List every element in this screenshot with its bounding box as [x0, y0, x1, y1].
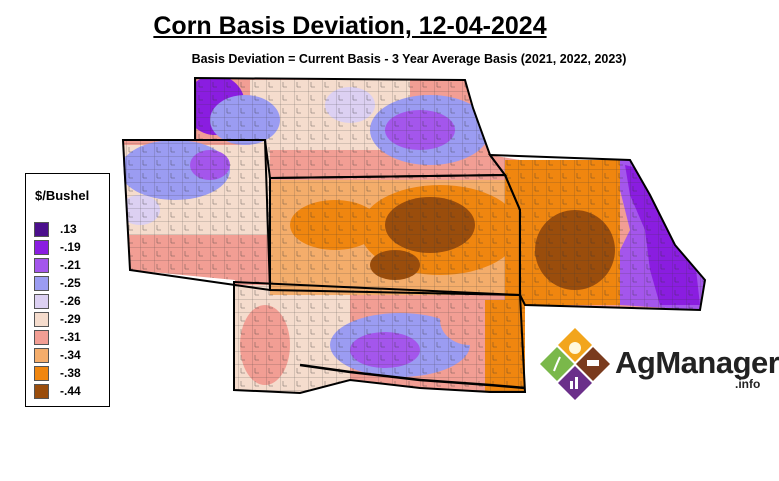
legend-label: -.25	[60, 276, 81, 290]
logo-suffix: .info	[735, 377, 761, 391]
legend: $/Bushel .13 -.19 -.21 -.25 -.26 -.29 -.…	[25, 173, 110, 407]
legend-item: -.34	[34, 348, 106, 363]
legend-swatch	[34, 276, 49, 291]
legend-label: -.21	[60, 258, 81, 272]
legend-item: -.26	[34, 294, 106, 309]
legend-item: -.31	[34, 330, 106, 345]
legend-label: -.26	[60, 294, 81, 308]
legend-item: -.21	[34, 258, 106, 273]
map-subtitle: Basis Deviation = Current Basis - 3 Year…	[191, 52, 627, 66]
legend-label: -.29	[60, 312, 81, 326]
legend-item: -.44	[34, 384, 106, 399]
legend-item: -.29	[34, 312, 106, 327]
legend-label: .13	[60, 222, 77, 236]
legend-swatch	[34, 312, 49, 327]
legend-item: .13	[34, 222, 106, 237]
legend-swatch	[34, 384, 49, 399]
logo-text: AgManager	[615, 345, 779, 380]
legend-item: -.19	[34, 240, 106, 255]
legend-label: -.31	[60, 330, 81, 344]
legend-label: -.38	[60, 366, 81, 380]
legend-swatch	[34, 222, 49, 237]
agmanager-logo: AgManager .info	[540, 326, 779, 408]
legend-label: -.44	[60, 384, 81, 398]
legend-label: -.19	[60, 240, 81, 254]
legend-swatch	[34, 240, 49, 255]
legend-swatch	[34, 294, 49, 309]
legend-swatch	[34, 366, 49, 381]
legend-item: -.25	[34, 276, 106, 291]
map-title: Corn Basis Deviation, 12-04-2024	[153, 12, 547, 40]
legend-swatch	[34, 258, 49, 273]
state-borders	[121, 76, 707, 395]
legend-swatch	[34, 348, 49, 363]
legend-item: -.38	[34, 366, 106, 381]
logo-diamond-icon	[540, 328, 610, 400]
legend-label: -.34	[60, 348, 81, 362]
legend-title: $/Bushel	[35, 188, 90, 203]
legend-swatch	[34, 330, 49, 345]
